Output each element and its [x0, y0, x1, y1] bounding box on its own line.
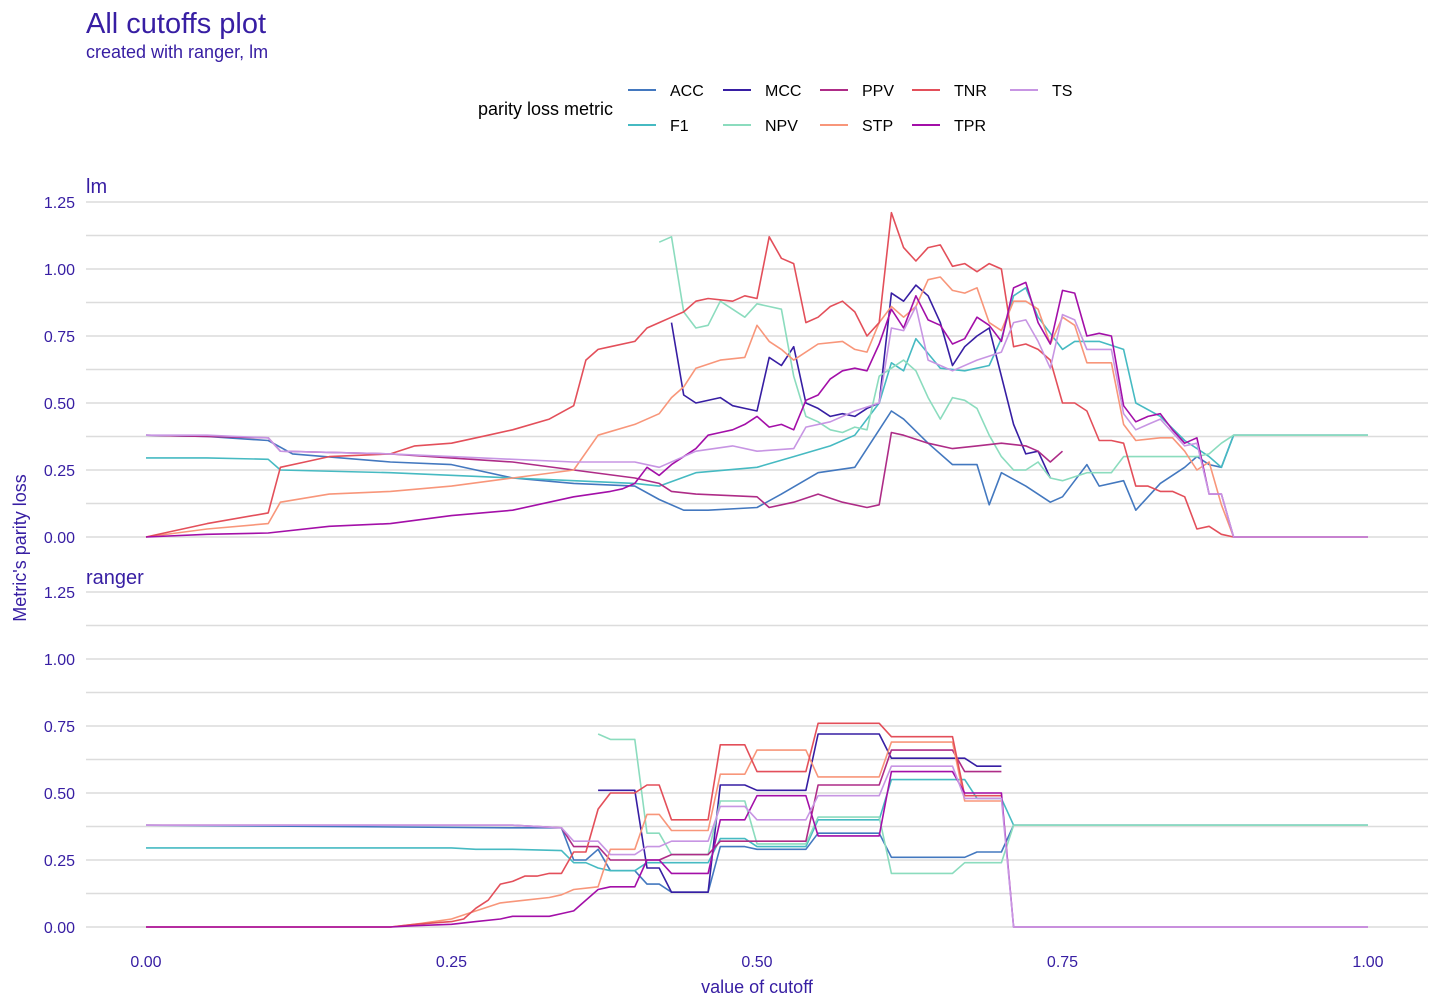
chart-subtitle: created with ranger, lm — [86, 42, 269, 62]
x-axis: 0.00 0.25 0.50 0.75 1.00 — [130, 954, 1383, 971]
panel-lm: 0.00 0.25 0.50 0.75 1.00 1.25 lm — [44, 176, 1428, 547]
series-ranger-f1 — [146, 778, 1368, 872]
y-tick-label: 0.00 — [44, 920, 75, 937]
y-tick-label: 0.50 — [44, 786, 75, 803]
series-ranger-mcc — [598, 733, 1002, 893]
series-lm-acc — [145, 410, 1368, 511]
x-tick-label: 0.50 — [741, 954, 772, 971]
series-ranger-tnr — [146, 722, 1002, 928]
x-axis-title: value of cutoff — [701, 977, 814, 997]
legend-title: parity loss metric — [478, 99, 613, 119]
y-tick-label: 1.00 — [44, 262, 75, 279]
series-lm-mcc — [670, 284, 1052, 479]
legend-label-ppv: PPV — [862, 83, 894, 100]
legend-label-f1: F1 — [670, 118, 689, 135]
y-tick-label: 0.25 — [44, 463, 75, 480]
chart-panels: 0.000.250.500.751.001.25lm0.000.250.500.… — [44, 176, 1428, 937]
y-tick-label: 1.25 — [44, 585, 75, 602]
x-tick-label: 1.00 — [1352, 954, 1383, 971]
strip-label-lm: lm — [86, 176, 107, 198]
x-tick-label: 0.25 — [436, 954, 467, 971]
y-tick-label: 0.75 — [44, 719, 75, 736]
y-tick-label: 0.50 — [44, 396, 75, 413]
series-lm-npv — [658, 236, 1368, 482]
series-ranger-stp — [146, 741, 1002, 928]
series-ranger-ts — [146, 765, 1368, 928]
y-tick-label: 1.25 — [44, 195, 75, 212]
series-lm-stp — [145, 276, 1368, 538]
legend-label-tnr: TNR — [954, 83, 987, 100]
x-tick-label: 0.00 — [130, 954, 161, 971]
series-lm-ppv — [145, 431, 1064, 509]
series-lm-f1 — [146, 287, 1368, 487]
y-tick-label: 0.75 — [44, 329, 75, 346]
series-ranger-ppv — [146, 749, 1002, 861]
strip-label-ranger: ranger — [86, 567, 144, 589]
series-lm-tpr — [145, 281, 1368, 538]
panel-ranger: 0.00 0.25 0.50 0.75 1.00 1.25 ranger — [44, 567, 1428, 937]
series-lm-tnr — [145, 211, 1368, 538]
legend-label-mcc: MCC — [765, 83, 801, 100]
legend-label-tpr: TPR — [954, 118, 986, 135]
legend-label-stp: STP — [862, 118, 893, 135]
legend-label-npv: NPV — [765, 118, 798, 135]
chart-title: All cutoffs plot — [86, 8, 267, 40]
y-tick-label: 1.00 — [44, 652, 75, 669]
legend: parity loss metric ACC F1 MCC NPV PPV STP TNR TP… — [478, 83, 1072, 135]
series-ranger-tpr — [146, 770, 1368, 928]
y-tick-label: 0.25 — [44, 853, 75, 870]
legend-label-ts: TS — [1052, 83, 1072, 100]
series-ranger-acc — [145, 824, 1368, 893]
x-tick-label: 0.75 — [1047, 954, 1078, 971]
legend-label-acc: ACC — [670, 83, 704, 100]
series-ranger-npv — [597, 733, 1368, 875]
y-tick-label: 0.00 — [44, 530, 75, 547]
y-axis-title: Metric's parity loss — [10, 474, 30, 621]
series-lm-ts — [146, 305, 1368, 538]
